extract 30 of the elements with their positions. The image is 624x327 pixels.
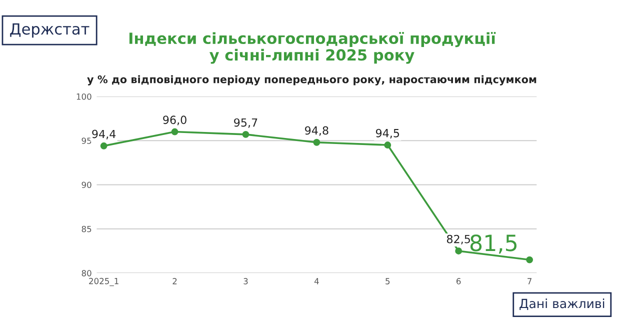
y-tick-label: 95	[82, 138, 92, 144]
point	[526, 256, 534, 264]
y-tick-label: 80	[82, 270, 92, 276]
data-label: 94,8	[305, 126, 328, 136]
chart-subtitle: у % до відповідного періоду попереднього року, наростаючим підсумком	[87, 75, 536, 86]
point	[171, 128, 178, 136]
y-tick-label: 85	[82, 226, 92, 232]
data-label: 94,5	[376, 128, 400, 138]
data-label: 95,7	[234, 118, 258, 128]
x-tick-label: 2025_1	[89, 278, 118, 286]
x-tick-label: 4	[314, 278, 319, 284]
x-tick-label: 6	[456, 278, 461, 284]
text: Держстат	[10, 23, 90, 38]
y-tick-label: 90	[82, 182, 92, 188]
data-label: 96,0	[163, 116, 186, 126]
point	[100, 142, 108, 150]
data-label: 82,5	[446, 234, 470, 244]
chart-title: Індекси сільськогосподарської продукції у січні-липні 2025 року	[129, 32, 496, 64]
x-tick-label: 7	[528, 278, 532, 284]
x-tick-label: 5	[386, 278, 390, 284]
data-label: 81,5	[470, 234, 516, 254]
point	[313, 138, 320, 146]
x-tick-label: 2	[172, 278, 177, 284]
point	[455, 248, 462, 254]
text: Дані важливі	[520, 298, 604, 310]
data-label: 94,4	[92, 130, 116, 140]
x-tick-label: 3	[244, 278, 248, 284]
y-tick-label: 100	[76, 93, 92, 100]
point	[242, 130, 250, 138]
point	[384, 142, 392, 148]
